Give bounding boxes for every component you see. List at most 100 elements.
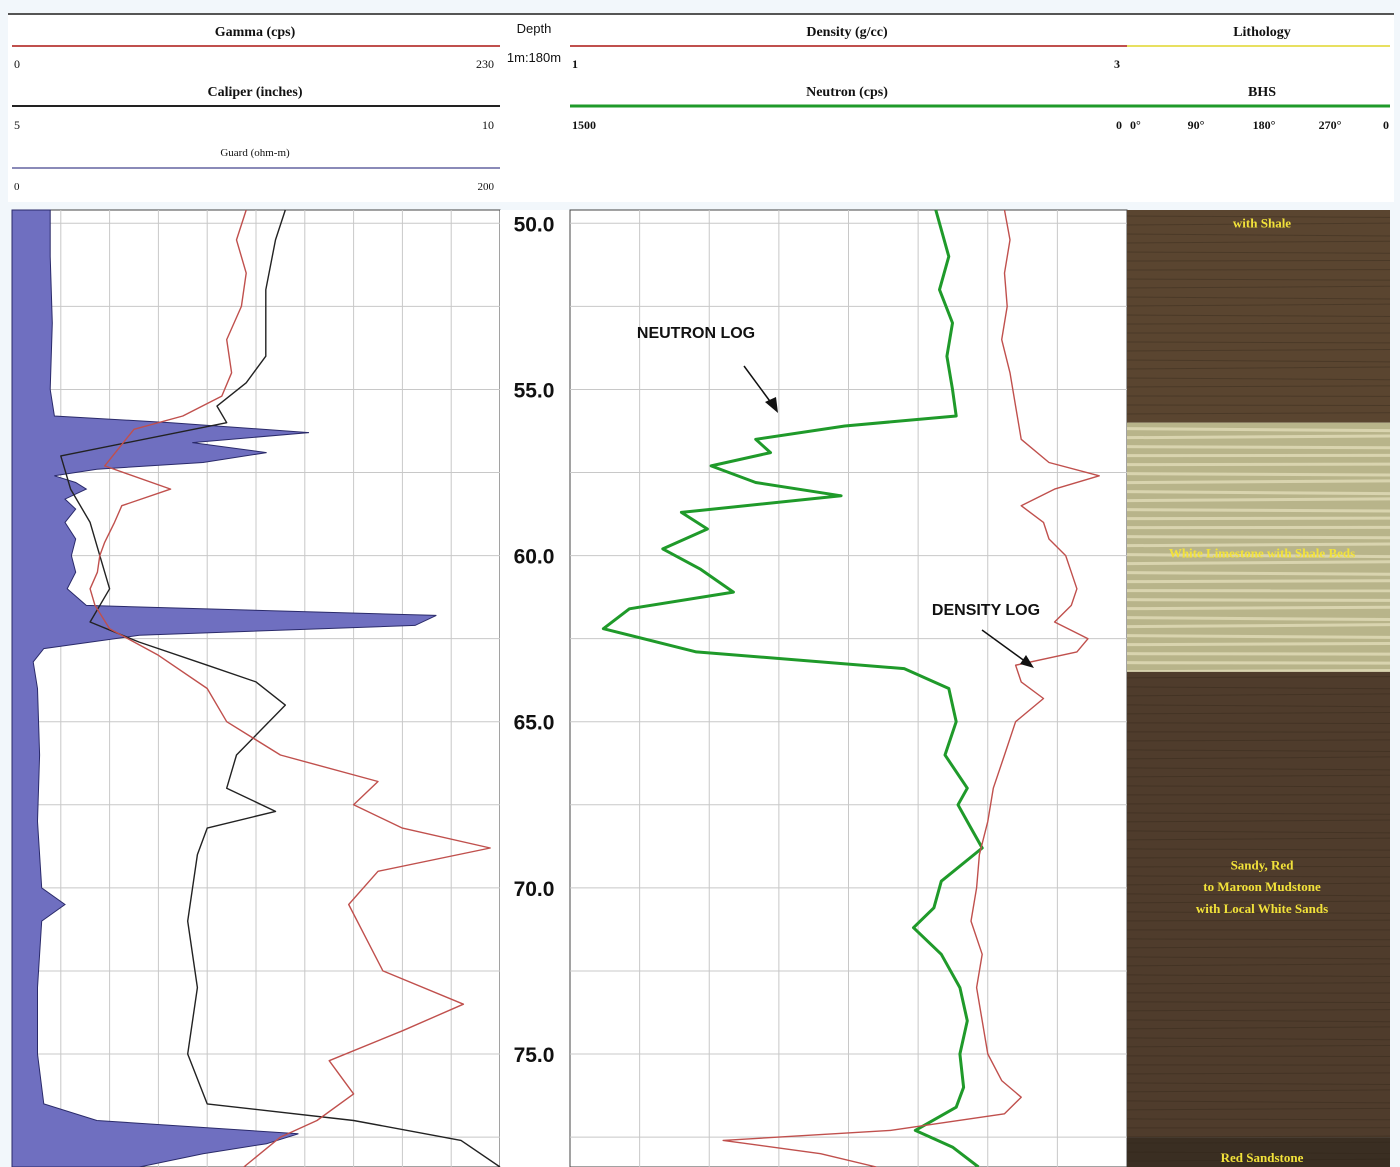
lithology-texture [1126,605,1391,611]
lithology-texture [1126,963,1391,967]
lithology-texture [1126,676,1391,679]
depth-tick-label: 60.0 [514,546,555,569]
lithology-texture [1126,479,1391,485]
lithology-texture [1126,222,1391,226]
left-track-grid [12,210,500,1167]
lithology-texture [1126,693,1391,697]
lithology-texture [1126,704,1391,708]
lithology-texture [1126,802,1391,805]
lithology-texture [1126,359,1391,363]
lithology-texture [1126,756,1391,760]
lithology-texture [1126,623,1391,629]
lithology-texture [1126,812,1391,815]
lithology-texture [1126,893,1391,897]
lithology-texture [1126,1019,1391,1023]
lithology-texture [1126,303,1391,307]
lithology-texture [1126,516,1391,521]
lithology-texture [1126,1026,1391,1030]
lithology-texture [1126,837,1391,841]
depth-tick-label: 65.0 [514,712,555,735]
lithology-texture [1126,412,1391,415]
lithology-label: with Shale [1233,216,1291,231]
bhs-tick-0: 0° [1130,118,1141,132]
neutron-log-annotation: NEUTRON LOG [637,325,755,342]
lithology-texture [1126,1055,1391,1057]
lithology-texture [1126,472,1391,477]
density-max: 3 [1114,57,1120,71]
lithology-texture [1126,785,1391,788]
lithology-texture [1126,1089,1391,1093]
lithology-texture [1126,296,1391,300]
neutron-arrow-icon [743,365,778,413]
lithology-texture [1126,322,1391,325]
lithology-texture [1126,366,1391,370]
lithology-texture [1126,215,1391,218]
lithology-track: with Shale White Limestone with Shale Bed… [1126,210,1391,1167]
lithology-texture [1126,1037,1391,1041]
lithology-texture [1126,1082,1391,1086]
lithology-texture [1126,1118,1391,1121]
lithology-texture [1126,598,1391,602]
caliper-min: 5 [14,118,20,132]
caliper-max: 10 [482,118,494,132]
depth-track [500,210,570,1167]
lithology-texture [1126,945,1391,949]
lithology-unit [1127,210,1390,423]
lithology-texture [1126,882,1391,886]
lithology-texture [1126,1001,1391,1003]
lithology-texture [1126,722,1391,725]
lithology-texture [1126,434,1391,440]
lithology-texture [1126,919,1391,922]
lithology-texture [1126,900,1391,904]
lithology-texture [1126,616,1391,622]
depth-header-label: Depth [517,21,552,36]
lithology-texture [1126,560,1391,566]
lithology-texture [1126,767,1391,771]
lithology-texture [1126,404,1391,407]
lithology-texture [1126,938,1391,941]
lithology-texture [1126,819,1391,823]
lithology-texture [1126,686,1391,690]
depth-tick-label: 75.0 [514,1044,555,1067]
lithology-texture [1126,911,1391,914]
bhs-tick-360: 0 [1383,118,1389,132]
lithology-texture [1126,497,1391,503]
header-panel [8,14,1394,202]
density-log-annotation: DENSITY LOG [932,602,1040,619]
lithology-texture [1126,875,1391,878]
lithology-texture [1126,508,1391,513]
lithology-texture [1126,668,1391,674]
lithology-texture [1126,1158,1391,1162]
depth-tick-label: 50.0 [514,213,555,236]
lithology-texture [1126,251,1391,254]
guard-curve [89,209,491,1167]
lithology-texture [1126,974,1391,978]
lithology-texture [1126,348,1391,352]
lithology-label: Red Sandstone [1221,1150,1304,1165]
lithology-texture [1126,462,1391,467]
lithology-label: with Local White Sands [1196,901,1328,916]
bhs-tick-90: 90° [1188,118,1205,132]
lithology-texture [1126,1045,1391,1048]
lithology-texture [1126,1135,1391,1138]
right-track-grid [570,210,1127,1167]
neutron-min: 1500 [572,118,596,132]
gamma-max: 230 [476,57,494,71]
lithology-texture [1126,490,1391,496]
guard-max: 200 [478,181,495,193]
lithology-texture [1126,542,1391,548]
lithology-texture [1126,579,1391,584]
lithology-texture [1126,1009,1391,1012]
gamma-header-label: Gamma (cps) [215,25,296,40]
lithology-texture [1126,1141,1391,1144]
lithology-texture [1126,377,1391,381]
lithology-texture [1126,641,1391,647]
lithology-texture [1126,634,1391,639]
neutron-max: 0 [1116,118,1122,132]
lithology-texture [1126,240,1391,244]
lithology-texture [1126,535,1391,540]
lithology-label: to Maroon Mudstone [1203,879,1321,894]
bhs-tick-270: 270° [1319,118,1342,132]
lithology-texture [1126,749,1391,753]
